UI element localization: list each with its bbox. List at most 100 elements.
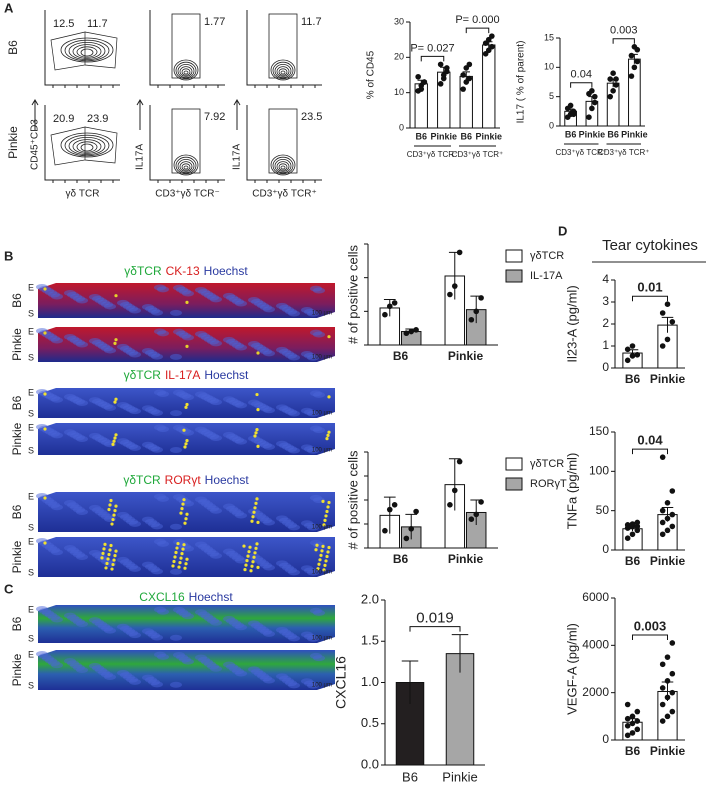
nucleus — [151, 681, 163, 688]
nucleus — [210, 665, 222, 672]
positive-cell — [185, 439, 189, 443]
nucleus — [129, 678, 141, 685]
y-tick-label: 5 — [549, 91, 554, 101]
gate-value: 23.5 — [301, 111, 322, 123]
positive-cell — [112, 513, 116, 517]
nucleus — [307, 354, 319, 361]
positive-cell — [317, 562, 321, 566]
nucleus — [307, 310, 319, 317]
contour — [72, 139, 102, 154]
contour — [270, 59, 296, 81]
nucleus — [182, 500, 194, 507]
contour — [181, 68, 191, 76]
positive-cell — [179, 511, 183, 515]
micrograph — [38, 537, 335, 577]
data-point — [610, 70, 616, 76]
gate-value: 23.9 — [87, 113, 108, 125]
gate — [84, 126, 118, 164]
scale-label: 100 µm — [312, 411, 332, 417]
positive-cell — [252, 555, 256, 559]
x-tick-label: B6 — [625, 554, 641, 568]
error-bar — [448, 458, 461, 511]
y-tick-label: 0 — [602, 732, 609, 746]
nucleus — [182, 545, 194, 552]
nucleus — [51, 616, 63, 623]
positive-cell — [182, 428, 186, 432]
axis-arrow — [136, 99, 144, 130]
x-tick-label: Pinkie — [442, 769, 477, 784]
positive-cell — [321, 499, 325, 503]
data-point — [659, 685, 666, 691]
nucleus — [170, 410, 182, 417]
data-point — [447, 291, 453, 298]
data-point — [408, 328, 415, 335]
gate — [50, 126, 86, 166]
data-point — [444, 65, 450, 71]
nucleus — [170, 681, 182, 688]
scale-label: 100 µm — [312, 570, 332, 576]
positive-cell — [256, 351, 260, 355]
positive-cell — [250, 519, 254, 523]
positive-cell — [243, 568, 247, 572]
plot-axes — [149, 105, 225, 181]
positive-cell — [106, 557, 110, 561]
y-axis-label: # of positive cells — [345, 450, 360, 549]
data-point — [418, 86, 425, 92]
data-point — [664, 654, 671, 660]
data-point — [591, 99, 598, 106]
nucleus — [51, 662, 63, 669]
data-point — [634, 352, 641, 358]
nucleus — [210, 340, 222, 347]
group-label: CD3⁺γδ TCR⁻ — [407, 150, 459, 159]
contour — [72, 44, 102, 59]
positive-cell — [184, 405, 188, 409]
nucleus — [151, 568, 163, 575]
contour — [68, 42, 106, 61]
positive-cell — [176, 541, 180, 546]
data-point — [669, 670, 676, 677]
row-label: Pinkie — [10, 540, 24, 573]
data-point — [382, 527, 388, 534]
bar — [482, 44, 496, 129]
positive-cell — [113, 436, 117, 440]
p-value: P= 0.000 — [455, 14, 499, 26]
data-point — [664, 500, 671, 506]
positive-cell — [110, 567, 114, 571]
contour — [276, 161, 290, 172]
x-tick-label: Pinkie — [475, 131, 502, 141]
x-tick-label: B6 — [625, 744, 641, 758]
positive-cell — [325, 509, 329, 514]
positive-cell — [113, 554, 117, 558]
x-tick-label: B6 — [393, 552, 409, 566]
y-axis-label: IL17A — [135, 144, 146, 170]
x-tick-label: B6 — [607, 129, 619, 139]
data-point — [382, 311, 388, 318]
scale-label: 100 µm — [312, 683, 332, 689]
surface-label: S — [28, 308, 34, 318]
x-tick-label: Pinkie — [579, 129, 606, 139]
y-tick-label: 0 — [602, 542, 609, 556]
x-tick-label: B6 — [415, 131, 427, 141]
data-point — [664, 713, 671, 720]
positive-cell — [326, 550, 330, 554]
data-point — [624, 723, 631, 729]
nucleus — [151, 409, 163, 416]
x-tick-label: Pinkie — [621, 129, 648, 139]
data-point — [664, 301, 671, 308]
positive-cell — [107, 507, 111, 512]
surface-label: S — [28, 567, 34, 577]
positive-cell — [184, 442, 188, 446]
positive-cell — [322, 523, 326, 527]
positive-cell — [327, 335, 331, 339]
p-value: 0.04 — [571, 69, 592, 81]
nucleus — [182, 290, 194, 297]
contour — [177, 158, 195, 173]
nucleus — [263, 677, 275, 684]
data-point — [634, 726, 641, 733]
y-axis-label: IL17A — [232, 144, 243, 170]
positive-cell — [114, 549, 118, 553]
x-tick-label: Pinkie — [650, 744, 686, 758]
y-tick-label: 1.0 — [361, 674, 379, 689]
nucleus — [129, 444, 141, 451]
contour — [278, 68, 288, 76]
